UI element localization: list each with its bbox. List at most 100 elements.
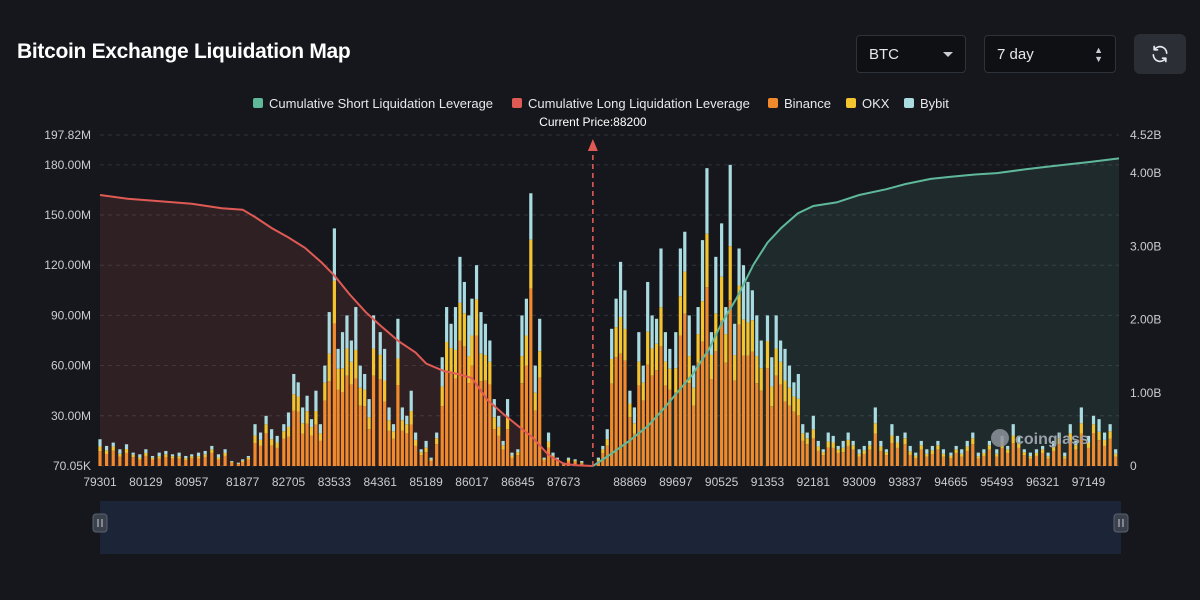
bar[interactable] [210,445,214,466]
bar[interactable] [111,442,115,466]
bar[interactable] [104,445,109,466]
bar[interactable] [516,449,520,466]
bar[interactable] [258,432,263,466]
bar[interactable] [367,399,371,466]
range-select[interactable]: 7 day ▲ ▼ [984,35,1116,73]
bar[interactable] [387,407,391,466]
bar[interactable] [787,365,792,466]
bar[interactable] [230,460,234,466]
bar[interactable] [987,440,992,466]
bar[interactable] [779,340,783,466]
bar[interactable] [925,449,929,466]
bar[interactable] [524,298,528,466]
bar[interactable] [709,332,713,466]
bar[interactable] [474,265,479,466]
bar[interactable] [467,315,471,466]
bar[interactable] [884,449,888,466]
bar[interactable] [1022,449,1026,466]
bar[interactable] [405,415,409,466]
legend-item[interactable]: Bybit [904,96,949,111]
bar[interactable] [435,432,439,466]
bar[interactable] [1057,432,1061,466]
bar[interactable] [383,348,387,466]
bar[interactable] [184,455,188,466]
bar[interactable] [236,462,241,466]
legend-item[interactable]: Cumulative Long Liquidation Leverage [512,96,750,111]
bar[interactable] [890,424,894,466]
bar[interactable] [409,390,413,466]
bar[interactable] [391,424,396,466]
bar[interactable] [216,454,221,466]
bar[interactable] [118,449,122,466]
bar[interactable] [796,373,800,466]
bar[interactable] [449,323,453,466]
bar[interactable] [857,449,861,466]
bar[interactable] [138,454,142,466]
bar[interactable] [241,459,245,466]
bar[interactable] [424,440,428,466]
bar[interactable] [700,240,705,466]
bar[interactable] [501,440,505,466]
bar[interactable] [663,332,668,466]
bar[interactable] [623,290,627,466]
bar[interactable] [270,429,274,466]
bar[interactable] [930,445,934,466]
bar[interactable] [1103,432,1107,466]
bar[interactable] [1006,445,1010,466]
bar[interactable] [774,315,778,466]
bar[interactable] [770,357,774,466]
bar[interactable] [614,298,618,466]
bar[interactable] [363,373,367,466]
bar[interactable] [253,424,257,466]
bar[interactable] [124,444,129,466]
bar[interactable] [646,281,650,466]
bar[interactable] [309,419,314,466]
bar[interactable] [323,365,327,466]
bar[interactable] [674,332,678,466]
bar[interactable] [445,307,449,466]
bar[interactable] [668,348,672,466]
bar[interactable] [654,318,659,466]
bar[interactable] [801,424,805,466]
bar[interactable] [954,445,958,466]
bar[interactable] [150,455,155,466]
bar[interactable] [816,440,820,466]
bar[interactable] [755,315,759,466]
bar[interactable] [314,390,318,466]
bar[interactable] [462,281,466,466]
bar[interactable] [349,340,353,466]
bar[interactable] [1097,419,1101,466]
bar[interactable] [976,452,980,466]
bar[interactable] [941,449,946,466]
bar[interactable] [971,432,975,466]
bar[interactable] [805,432,809,466]
bar[interactable] [692,365,696,466]
bar[interactable] [895,435,900,466]
bar[interactable] [98,439,102,466]
bar[interactable] [705,168,709,466]
bar[interactable] [610,328,614,466]
bar[interactable] [196,452,201,466]
bar[interactable] [301,407,305,466]
bar[interactable] [378,332,382,466]
bar[interactable] [903,432,907,466]
bar[interactable] [354,307,358,466]
bar[interactable] [868,440,872,466]
bar[interactable] [264,415,268,466]
bar[interactable] [488,340,492,466]
bar[interactable] [1079,407,1083,466]
bar[interactable] [1091,415,1096,466]
bar[interactable] [605,429,609,466]
bar[interactable] [792,382,796,466]
bar[interactable] [440,357,444,466]
bar[interactable] [821,449,825,466]
bar[interactable] [811,415,815,466]
bar[interactable] [1052,440,1056,466]
bar[interactable] [396,318,400,466]
bar[interactable] [458,256,462,466]
bar[interactable] [170,454,175,466]
bar[interactable] [1086,435,1091,466]
bar[interactable] [687,315,691,466]
bar[interactable] [836,445,840,466]
bar[interactable] [223,449,227,466]
